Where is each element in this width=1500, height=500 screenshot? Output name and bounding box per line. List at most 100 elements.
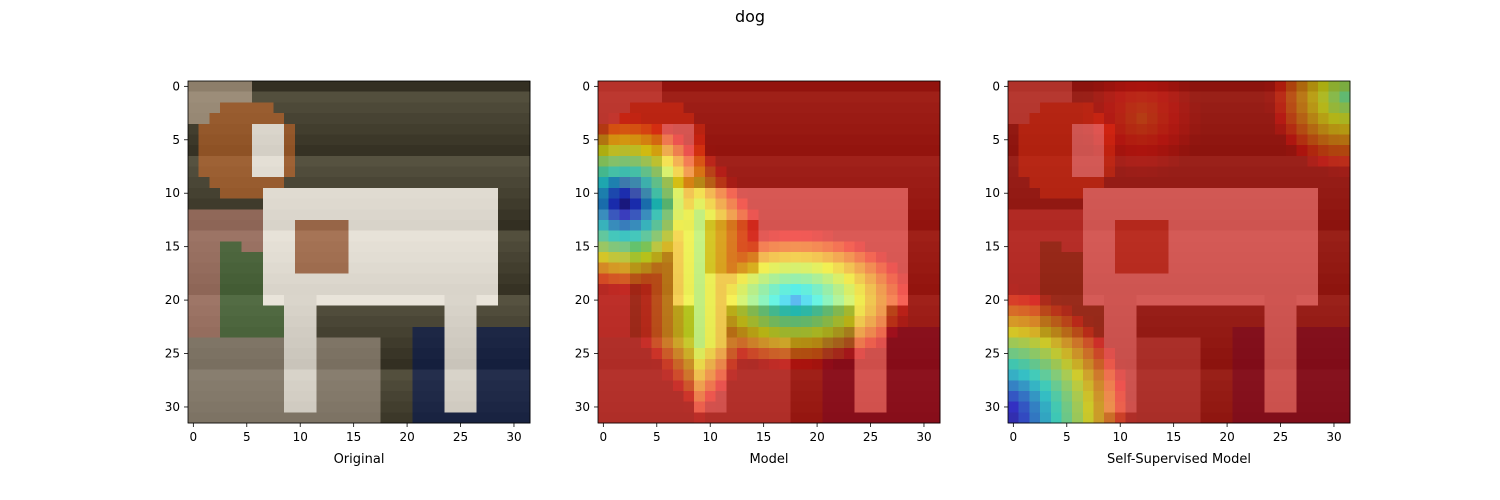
heatmap-cell	[790, 187, 802, 200]
heatmap-cell	[1125, 177, 1137, 189]
heatmap-cell	[348, 155, 360, 167]
heatmap-cell	[1040, 81, 1052, 93]
heatmap-cell	[294, 155, 307, 167]
heatmap-cell	[241, 284, 253, 296]
heatmap-cell	[769, 123, 781, 135]
heatmap-cell	[801, 358, 813, 371]
heatmap-cell	[897, 252, 909, 264]
heatmap-cell	[209, 262, 221, 274]
heatmap-cell	[433, 113, 445, 125]
heatmap-cell	[1093, 230, 1105, 242]
heatmap-cell	[1264, 294, 1276, 306]
heatmap-cell	[1082, 294, 1094, 306]
heatmap-cell	[747, 81, 759, 93]
heatmap-cell	[519, 262, 531, 274]
heatmap-cell	[412, 102, 424, 114]
heatmap-cell	[1157, 102, 1169, 114]
heatmap-cell	[1189, 177, 1201, 189]
heatmap-cell	[651, 134, 663, 146]
heatmap-cell	[1104, 294, 1116, 306]
heatmap-cell	[1264, 390, 1276, 403]
heatmap-cell	[1082, 412, 1094, 424]
heatmap-cell	[651, 358, 663, 371]
heatmap-cell	[1243, 209, 1255, 221]
heatmap-cell	[519, 294, 531, 306]
heatmap-cell	[252, 348, 264, 360]
x-tick-label: 5	[1063, 430, 1071, 444]
heatmap-cell	[1317, 390, 1330, 403]
heatmap-cell	[918, 102, 930, 114]
heatmap-cell	[747, 401, 759, 413]
heatmap-cell	[220, 412, 232, 424]
heatmap-cell	[865, 219, 877, 232]
y-tick-label: 5	[172, 133, 180, 147]
heatmap-cell	[326, 166, 339, 178]
heatmap-cell	[907, 241, 920, 253]
heatmap-cell	[380, 123, 392, 135]
heatmap-cell	[1018, 145, 1030, 157]
heatmap-cell	[651, 380, 663, 392]
heatmap-cell	[241, 113, 253, 125]
heatmap-cell	[433, 337, 445, 349]
heatmap-cell	[1072, 91, 1084, 103]
heatmap-cell	[198, 390, 210, 403]
heatmap-cell	[704, 209, 717, 221]
heatmap-cell	[1050, 91, 1062, 103]
heatmap-cell	[391, 187, 403, 200]
heatmap-cell	[455, 316, 467, 328]
heatmap-cell	[444, 390, 456, 403]
heatmap-cell	[455, 198, 467, 210]
heatmap-cell	[444, 401, 456, 413]
heatmap-cell	[1061, 401, 1073, 413]
heatmap-cell	[433, 241, 445, 253]
heatmap-cell	[369, 113, 381, 125]
heatmap-cell	[704, 145, 717, 157]
heatmap-cell	[790, 390, 802, 403]
heatmap-cell	[1189, 390, 1201, 403]
heatmap-cell	[715, 252, 727, 264]
heatmap-cell	[801, 113, 813, 125]
heatmap-cell	[294, 187, 307, 200]
heatmap-cell	[822, 273, 834, 285]
heatmap-cell	[1040, 91, 1052, 103]
heatmap-cell	[1125, 380, 1137, 392]
heatmap-cell	[929, 187, 941, 200]
heatmap-cell	[1168, 123, 1180, 135]
heatmap-cell	[1093, 155, 1105, 167]
heatmap-cell	[865, 209, 877, 221]
heatmap-cell	[918, 326, 930, 338]
heatmap-cell	[619, 305, 631, 317]
heatmap-cell	[875, 177, 888, 189]
heatmap-cell	[833, 316, 845, 328]
heatmap-cell	[1168, 187, 1180, 200]
heatmap-cell	[1200, 113, 1212, 125]
heatmap-cell	[779, 123, 791, 135]
heatmap-cell	[865, 123, 877, 135]
heatmap-cell	[220, 230, 232, 242]
heatmap-cell	[1285, 412, 1298, 424]
heatmap-cell	[273, 305, 285, 317]
heatmap-cell	[1200, 91, 1212, 103]
heatmap-cell	[1253, 294, 1265, 306]
heatmap-cell	[1018, 81, 1030, 93]
heatmap-cell	[316, 358, 328, 371]
heatmap-cell	[1114, 145, 1127, 157]
heatmap-cell	[1232, 252, 1244, 264]
heatmap-cell	[1211, 113, 1223, 125]
heatmap-cell	[198, 166, 210, 178]
heatmap-cell	[273, 166, 285, 178]
heatmap-cell	[779, 102, 791, 114]
heatmap-cell	[1339, 230, 1351, 242]
heatmap-cell	[1200, 401, 1212, 413]
heatmap-cell	[1179, 390, 1191, 403]
heatmap-cell	[1264, 123, 1276, 135]
heatmap-cell	[1317, 326, 1330, 338]
heatmap-cell	[811, 326, 823, 338]
heatmap-cell	[284, 102, 296, 114]
axes-frame	[1007, 80, 1351, 424]
heatmap-cell	[209, 337, 221, 349]
heatmap-cell	[822, 113, 834, 125]
heatmap-cell	[230, 123, 242, 135]
heatmap-cell	[1061, 91, 1073, 103]
heatmap-cell	[704, 252, 717, 264]
